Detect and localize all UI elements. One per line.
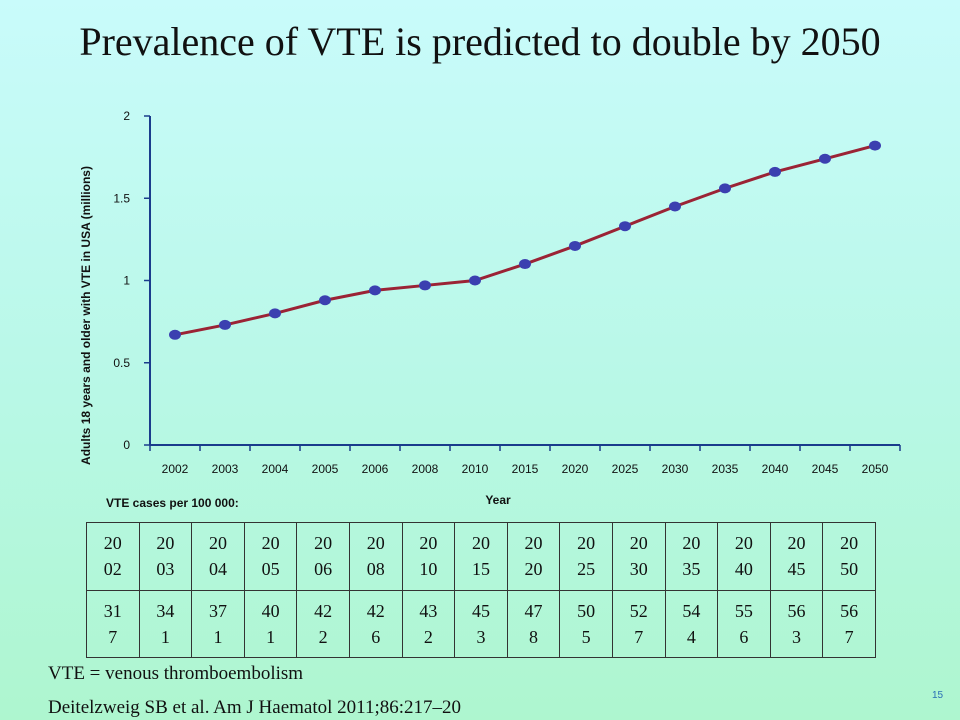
line-chart: 0 0.5 1 1.5 2 2002 2003 2004 2005 2006 2008 2010 201… xyxy=(79,109,901,507)
vte-cases-table: 20 02 20 03 20 04 20 05 20 06 20 08 20 10 20 15… xyxy=(86,522,876,658)
data-point xyxy=(569,240,581,251)
x-tick-label: 2005 xyxy=(312,462,339,476)
table-cell-cases: 52 7 xyxy=(611,589,666,658)
table-cell-cases: 54 4 xyxy=(664,589,719,658)
table-cell-year: 20 08 xyxy=(348,522,403,591)
data-point xyxy=(869,140,881,151)
table-cell-cases: 42 2 xyxy=(296,589,350,658)
data-point xyxy=(669,201,681,212)
table-cell-cases: 42 6 xyxy=(348,589,403,658)
data-point xyxy=(719,183,731,194)
table-cell-year: 20 05 xyxy=(243,522,298,591)
table-cell-cases: 56 3 xyxy=(769,589,824,658)
x-tick-label: 2035 xyxy=(712,462,739,476)
table-cell-cases: 45 3 xyxy=(454,589,508,658)
data-point xyxy=(319,295,331,306)
x-axis-title: Year xyxy=(485,493,511,507)
table-cell-year: 20 40 xyxy=(717,522,771,591)
y-tick-label: 1.5 xyxy=(113,191,130,205)
table-cell-year: 20 03 xyxy=(138,522,193,591)
data-point xyxy=(219,319,231,330)
x-tick-label: 2030 xyxy=(662,462,689,476)
x-tick-label: 2045 xyxy=(812,462,839,476)
x-tick-label: 2002 xyxy=(162,462,189,476)
x-tick-label: 2008 xyxy=(412,462,439,476)
table-cell-year: 20 35 xyxy=(664,522,719,591)
table-cell-year: 20 04 xyxy=(191,522,245,591)
table-row-years: 20 02 20 03 20 04 20 05 20 06 20 08 20 10 20 15… xyxy=(86,522,876,591)
table-cell-cases: 50 5 xyxy=(559,589,613,658)
table-row-cases: 31 7 34 1 37 1 40 1 42 2 42 6 43 2 45 3 47 8 50 5… xyxy=(86,589,876,658)
x-tick-label: 2010 xyxy=(462,462,489,476)
data-point xyxy=(819,153,831,164)
page-number: 15 xyxy=(932,690,944,701)
table-cell-year: 20 30 xyxy=(611,522,666,591)
data-point xyxy=(419,280,431,291)
table-cell-cases: 31 7 xyxy=(86,589,140,658)
data-point xyxy=(169,329,181,340)
table-cell-year: 20 06 xyxy=(296,522,350,591)
table-cell-year: 20 25 xyxy=(559,522,613,591)
data-point xyxy=(269,308,281,319)
data-point xyxy=(519,259,531,270)
table-cell-cases: 37 1 xyxy=(191,589,245,658)
x-tick-label: 2006 xyxy=(362,462,389,476)
x-tick-label: 2020 xyxy=(562,462,589,476)
table-cell-cases: 55 6 xyxy=(717,589,771,658)
table-cell-year: 20 20 xyxy=(506,522,561,591)
table-cell-year: 20 02 xyxy=(86,522,140,591)
y-axis-title: Adults 18 years and older with VTE in US… xyxy=(79,166,93,465)
slide-title: Prevalence of VTE is predicted to double… xyxy=(79,19,881,64)
table-cell-cases: 34 1 xyxy=(138,589,193,658)
table-cell-year: 20 50 xyxy=(822,522,876,591)
x-tick-label: 2040 xyxy=(762,462,789,476)
data-point xyxy=(619,221,631,232)
y-tick-label: 2 xyxy=(123,109,130,123)
table-cell-cases: 43 2 xyxy=(401,589,456,658)
x-tick-label: 2050 xyxy=(862,462,889,476)
y-tick-label: 0.5 xyxy=(113,356,130,370)
data-point xyxy=(369,285,381,296)
data-point xyxy=(469,275,481,286)
x-tick-label: 2015 xyxy=(512,462,539,476)
x-tick-label: 2025 xyxy=(612,462,639,476)
table-cell-cases: 56 7 xyxy=(822,589,876,658)
x-tick-label: 2003 xyxy=(212,462,239,476)
table-caption: VTE cases per 100 000: xyxy=(106,496,239,510)
table-cell-cases: 40 1 xyxy=(243,589,298,658)
data-point xyxy=(769,166,781,177)
table-cell-year: 20 10 xyxy=(401,522,456,591)
x-tick-label: 2004 xyxy=(262,462,289,476)
citation-footnote: Deitelzweig SB et al. Am J Haematol 2011… xyxy=(48,697,462,718)
y-tick-label: 1 xyxy=(123,274,130,288)
table-cell-cases: 47 8 xyxy=(506,589,561,658)
abbreviation-footnote: VTE = venous thromboembolism xyxy=(48,663,304,684)
table-cell-year: 20 45 xyxy=(769,522,824,591)
y-tick-label: 0 xyxy=(123,438,130,452)
table-cell-year: 20 15 xyxy=(454,522,508,591)
